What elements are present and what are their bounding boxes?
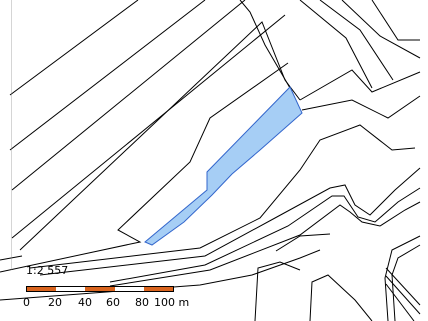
parcel-line	[9, 0, 139, 96]
parcel-line	[275, 233, 331, 252]
parcel-line	[9, 0, 206, 151]
scale-bar	[26, 286, 174, 292]
parcel-line	[301, 95, 421, 119]
parcel-line	[0, 62, 289, 273]
scale-tick-0: 0	[23, 296, 30, 309]
parcel-line	[385, 275, 421, 315]
parcel-line	[254, 261, 301, 321]
parcel-line	[29, 124, 416, 269]
highlighted-parcel[interactable]	[144, 86, 303, 246]
parcel-line	[109, 201, 421, 287]
parcel-line	[11, 0, 246, 191]
parcel-line	[385, 283, 415, 321]
parcel-line	[341, 0, 421, 59]
scale-segment	[114, 287, 144, 291]
parcel-line	[109, 187, 421, 283]
scale-ratio-label: 1:2 557	[26, 264, 69, 277]
scale-segment	[85, 287, 115, 291]
parcel-line	[239, 0, 291, 89]
frame-edge	[11, 0, 12, 270]
parcel-line	[11, 14, 286, 239]
parcel-line	[299, 0, 373, 89]
parcel-line	[391, 244, 421, 321]
parcel-line	[371, 0, 420, 41]
scale-segment	[56, 287, 86, 291]
scale-tick-100m: 100 m	[154, 296, 190, 309]
scale-segment	[143, 287, 174, 291]
parcel-line	[319, 0, 394, 81]
scale-tick-20: 20	[48, 296, 62, 309]
parcel-line	[309, 274, 373, 321]
parcel-line	[0, 255, 23, 261]
parcel-line	[384, 235, 421, 321]
parcel-line	[299, 69, 421, 101]
parcel-line	[385, 267, 421, 306]
parcel-line	[19, 21, 301, 251]
scale-tick-60: 60	[106, 296, 120, 309]
scale-tick-40: 40	[78, 296, 92, 309]
parcel-line	[39, 167, 421, 276]
scale-tick-80: 80	[135, 296, 149, 309]
scale-segment	[27, 287, 57, 291]
